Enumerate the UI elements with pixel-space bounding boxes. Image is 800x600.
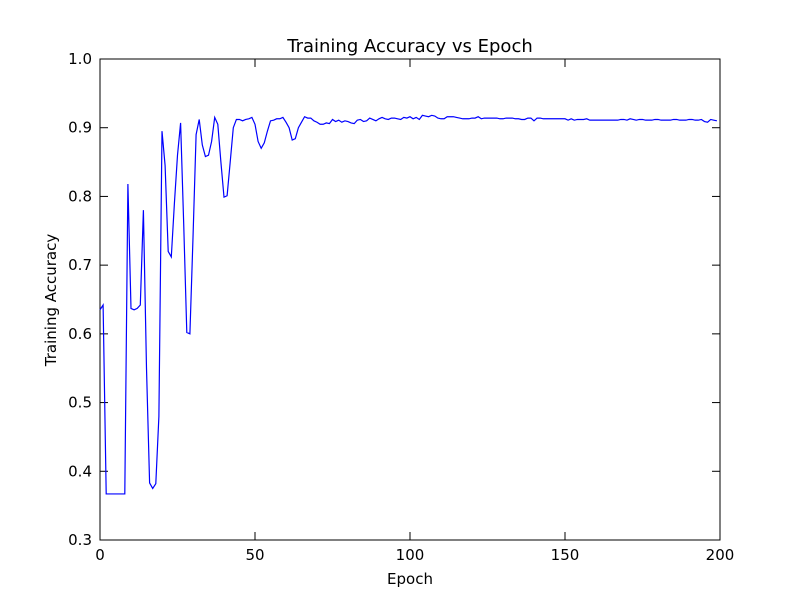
y-tick-label: 1.0 xyxy=(68,50,92,68)
x-tick-label: 100 xyxy=(396,546,425,564)
x-tick-label: 50 xyxy=(245,546,264,564)
y-tick-label: 0.5 xyxy=(68,394,92,412)
chart-title: Training Accuracy vs Epoch xyxy=(286,36,533,57)
x-axis-label: Epoch xyxy=(387,570,433,588)
y-tick-label: 0.6 xyxy=(68,325,92,343)
data-line xyxy=(99,114,718,495)
y-tick-label: 0.7 xyxy=(68,256,92,274)
plot-frame xyxy=(99,58,721,541)
x-tick-label: 150 xyxy=(551,546,580,564)
y-tick-label: 0.9 xyxy=(68,119,92,137)
x-tick-label: 0 xyxy=(95,546,105,564)
y-axis-label: Training Accuracy xyxy=(42,234,60,368)
x-tick-label: 200 xyxy=(706,546,735,564)
y-tick-label: 0.3 xyxy=(68,531,92,549)
y-tick-label: 0.4 xyxy=(68,462,92,480)
y-tick-label: 0.8 xyxy=(68,187,92,205)
